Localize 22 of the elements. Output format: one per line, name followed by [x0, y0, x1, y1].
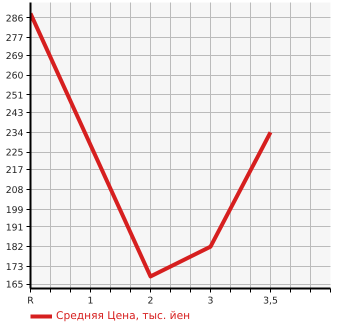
y-tick-label: 208: [6, 185, 24, 196]
y-tick-label: 191: [6, 222, 24, 234]
x-tick-label: 1: [88, 296, 94, 306]
x-tick-label: R: [27, 296, 34, 306]
x-tick-label: 3: [208, 296, 214, 306]
y-tick-label: 277: [6, 33, 24, 44]
y-tick-label: 199: [6, 204, 24, 216]
y-tick-label: 217: [6, 165, 24, 176]
y-tick-label: 225: [6, 148, 24, 159]
y-tick-label: 182: [6, 242, 24, 254]
y-tick-label: 165: [6, 280, 24, 291]
y-tick-label: 269: [6, 50, 24, 62]
y-tick-label: 243: [6, 108, 24, 119]
x-tick-label: 2: [148, 296, 154, 306]
y-tick-label: 173: [6, 262, 24, 273]
legend-label: Средняя Цена, тыс. йен: [56, 309, 190, 322]
y-tick-label: 251: [6, 90, 24, 102]
y-tick-label: 286: [6, 13, 24, 24]
y-tick-label: 234: [6, 128, 24, 139]
line-series: [30, 12, 272, 278]
y-tick-label: 260: [6, 70, 24, 82]
x-tick-label: 3,5: [263, 296, 278, 306]
